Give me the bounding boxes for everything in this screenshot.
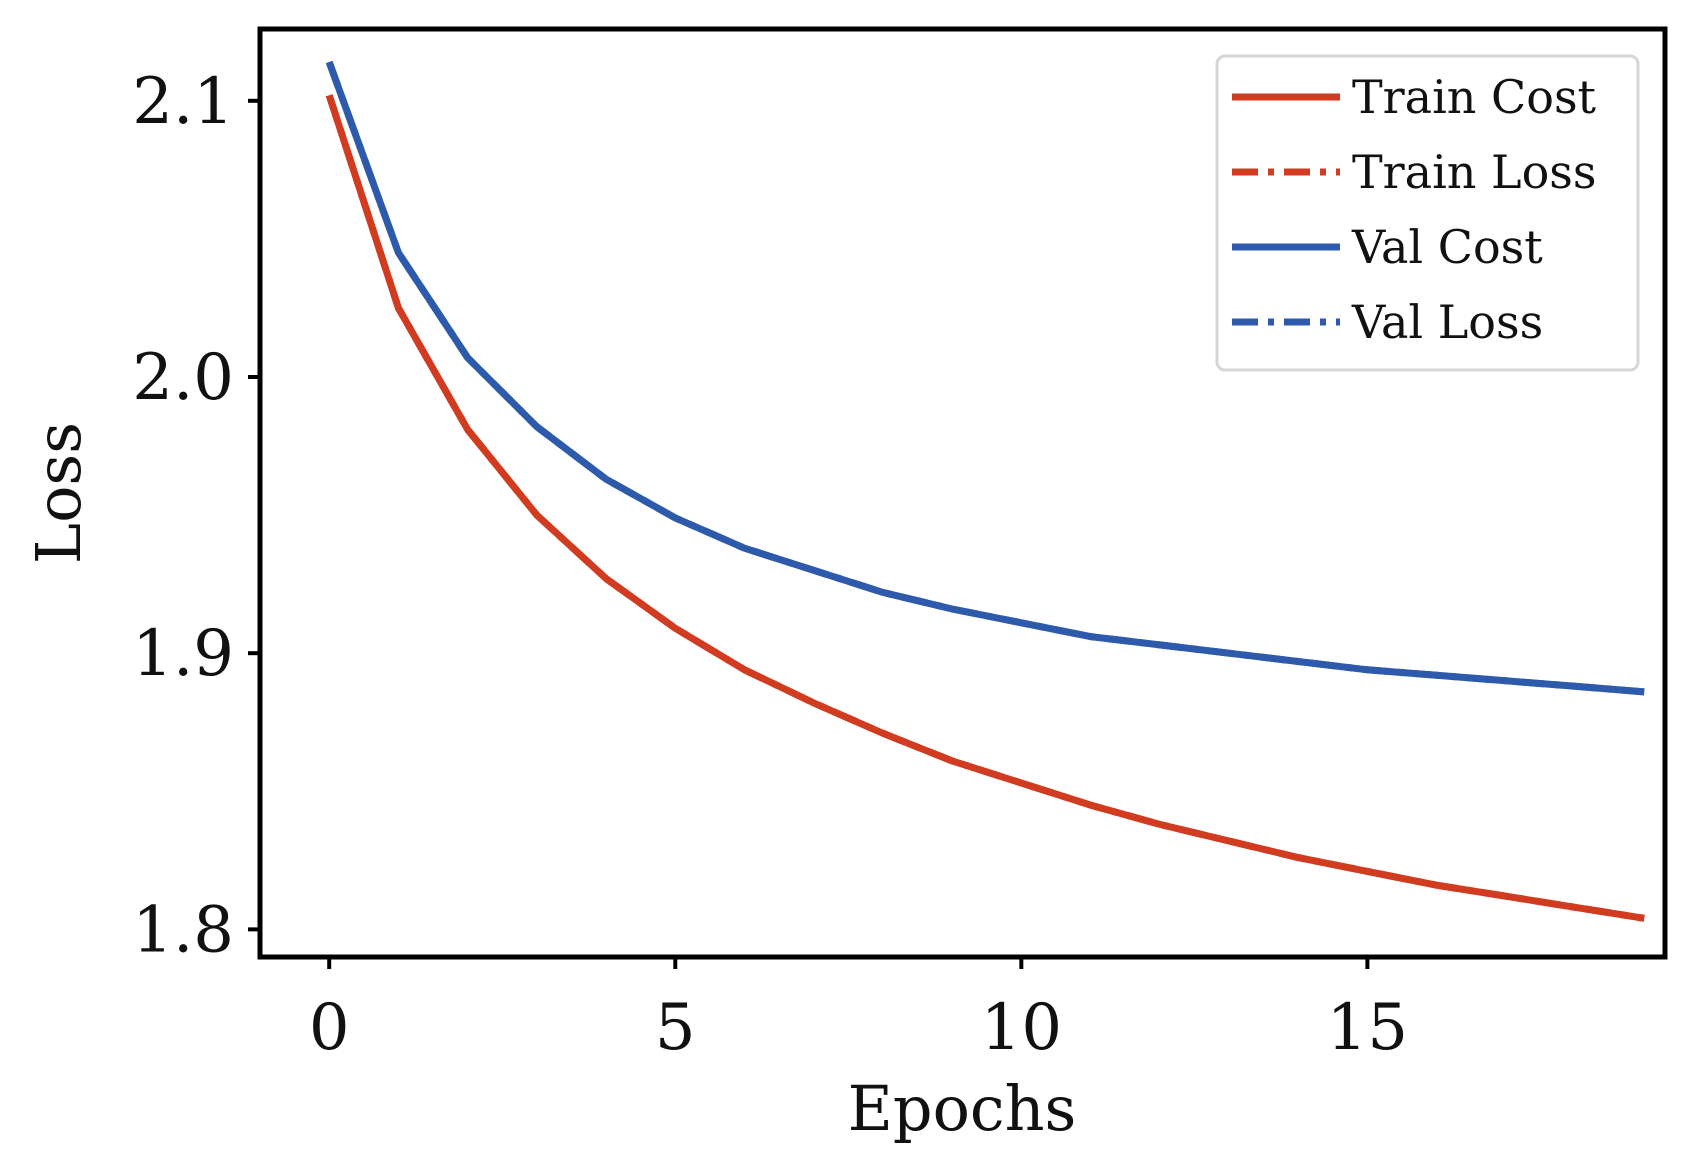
x-axis-title: Epochs <box>848 1072 1077 1145</box>
y-tick-label: 2.0 <box>132 341 234 415</box>
series-line-train-loss <box>325 94 1645 922</box>
legend-label-val-cost: Val Cost <box>1351 220 1543 274</box>
legend-label-train-loss: Train Loss <box>1352 145 1597 199</box>
y-tick-label: 1.9 <box>132 617 234 691</box>
y-tick-label: 1.8 <box>132 893 234 967</box>
legend: Train Cost Train Loss Val Cost Val Loss <box>1215 54 1640 372</box>
plot-frame <box>257 26 1668 960</box>
legend-label-train-cost: Train Cost <box>1352 70 1597 124</box>
x-axis-ticks: 0 5 10 15 <box>309 957 1408 1065</box>
y-axis-ticks: 1.8 1.9 2.0 2.1 <box>132 65 260 967</box>
y-tick-label: 2.1 <box>132 65 234 139</box>
series-line-val-loss <box>325 60 1645 696</box>
x-tick-label: 15 <box>1327 991 1408 1065</box>
x-tick-label: 0 <box>309 991 350 1065</box>
x-tick-label: 10 <box>981 991 1062 1065</box>
x-tick-label: 5 <box>655 991 696 1065</box>
y-axis-title: Loss <box>22 422 95 564</box>
plot-lines <box>325 60 1645 922</box>
legend-label-val-loss: Val Loss <box>1351 295 1543 349</box>
legend-box <box>1215 54 1640 372</box>
